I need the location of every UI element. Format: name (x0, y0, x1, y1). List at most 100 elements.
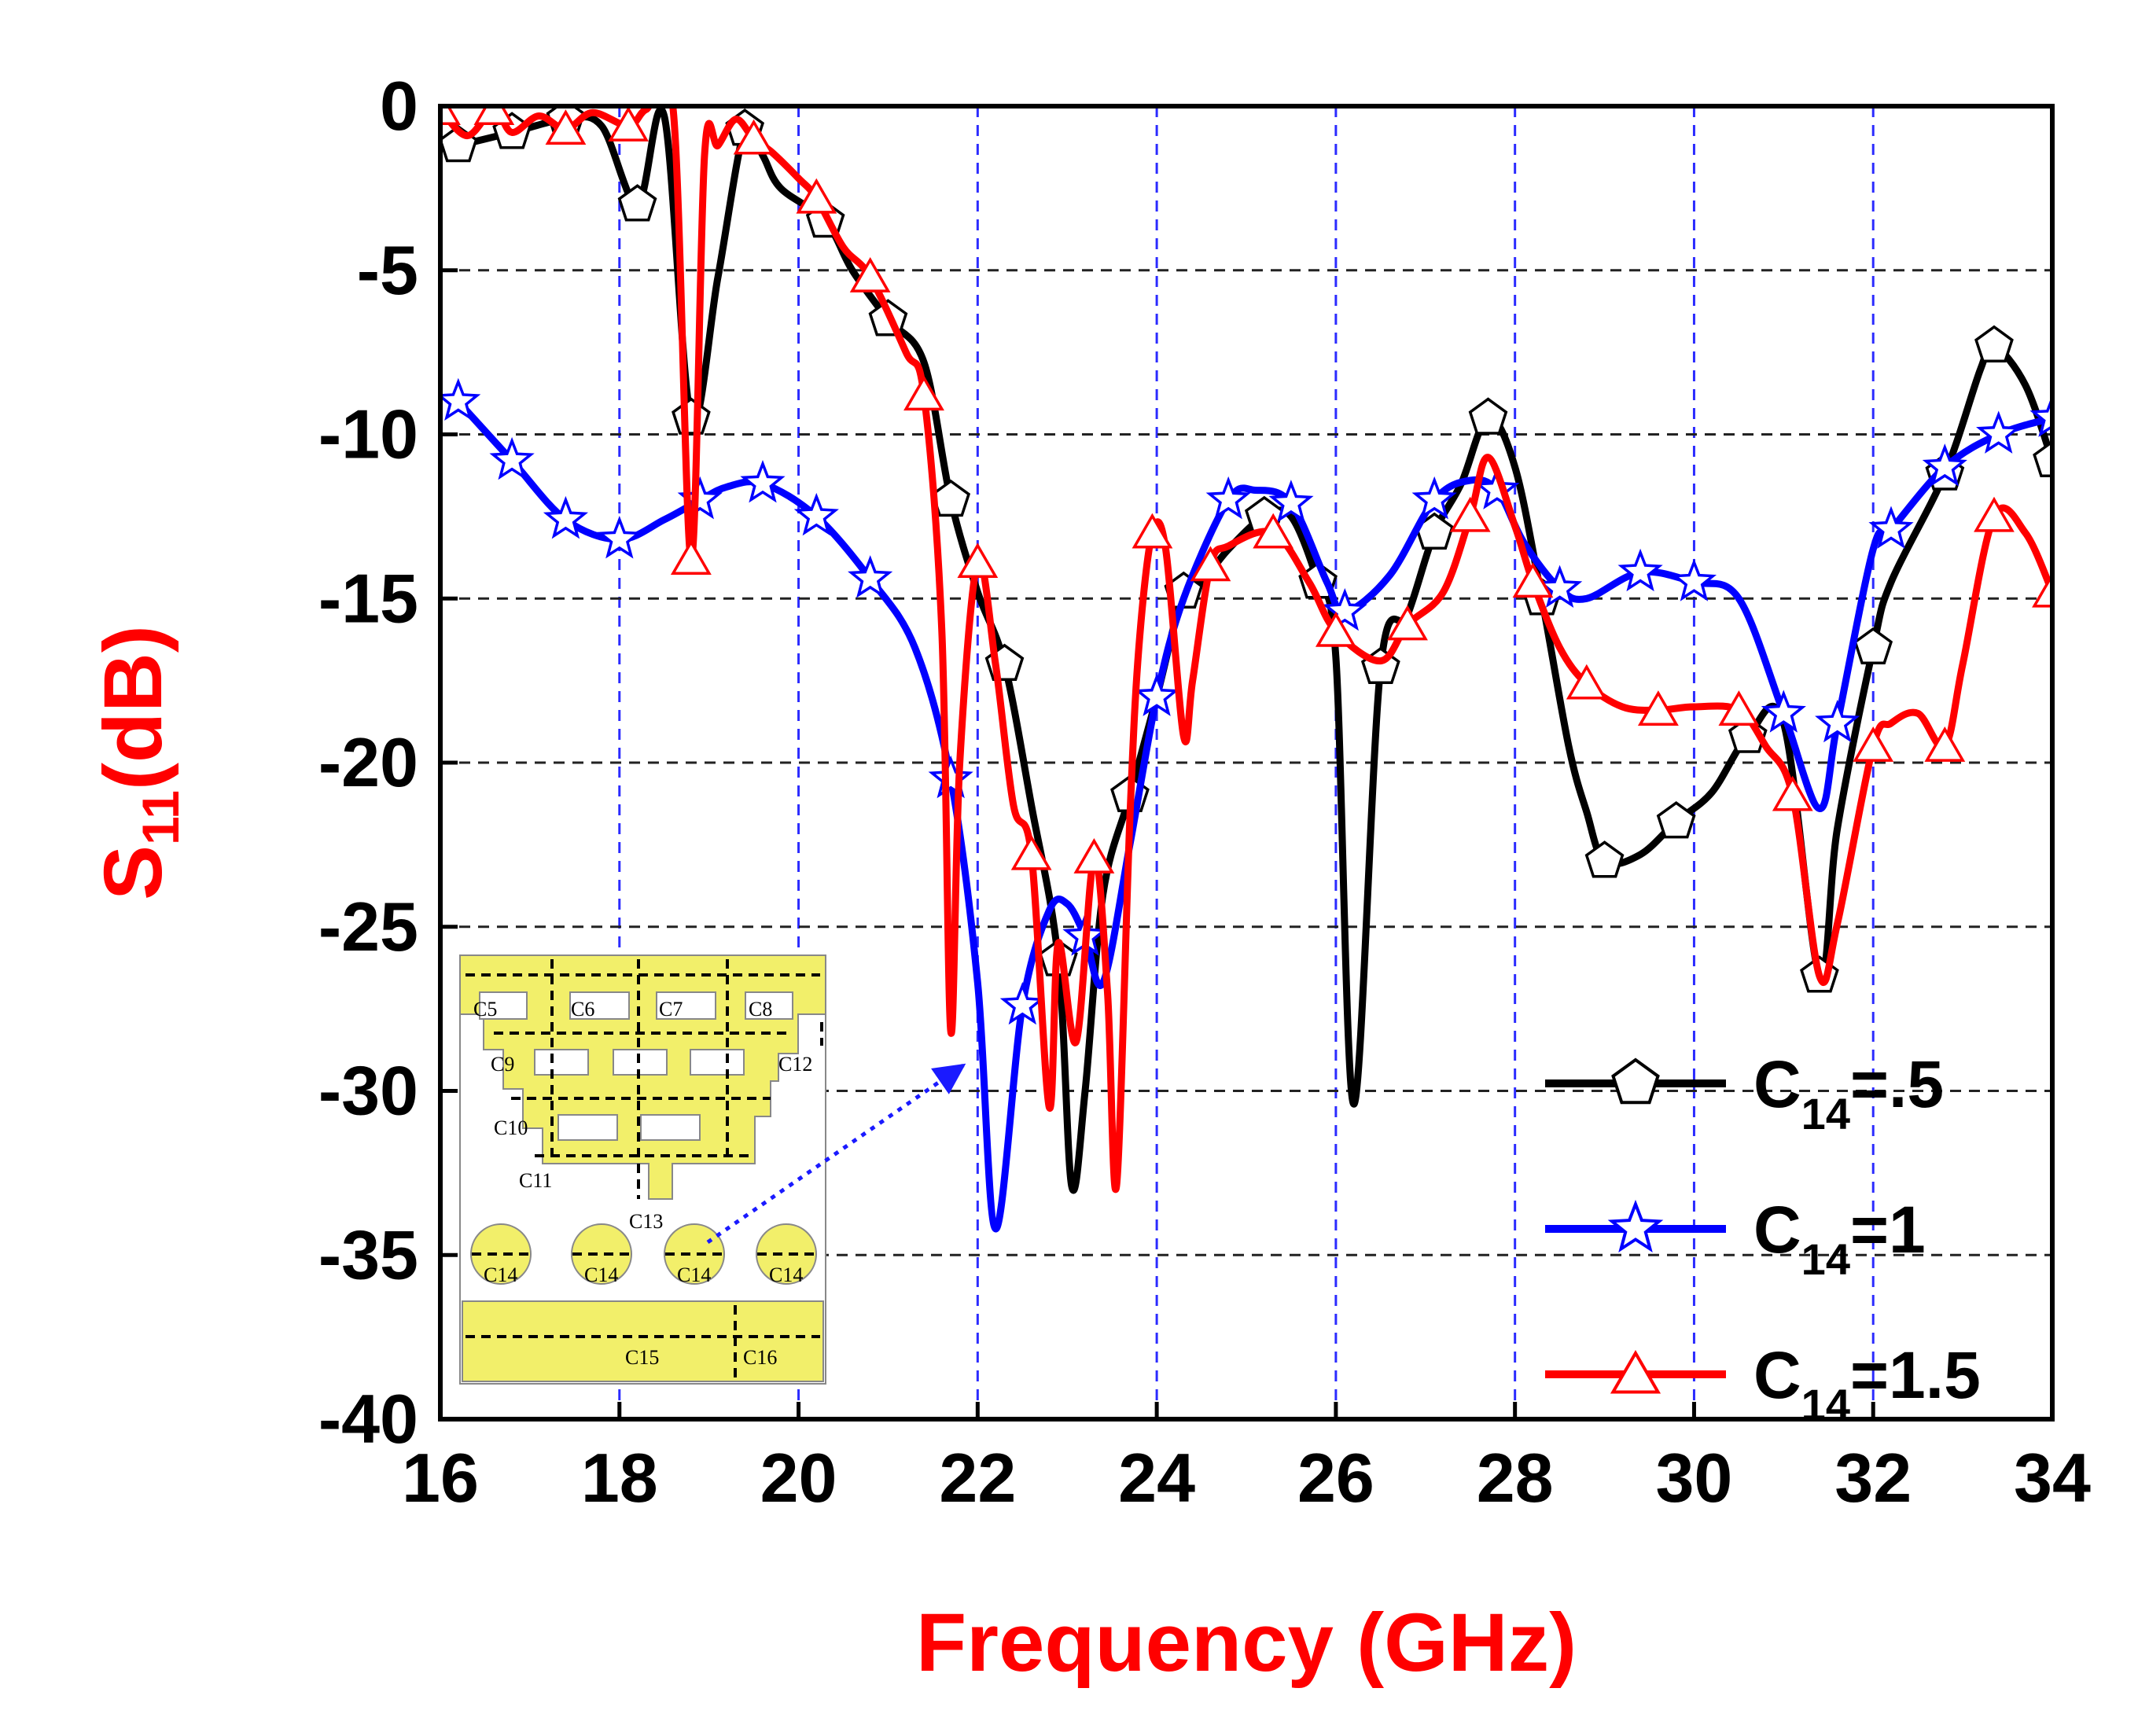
series-1-point-3 (597, 516, 642, 559)
inset-label-c11: C11 (519, 1169, 552, 1192)
y-tick-label-0: 0 (380, 67, 418, 145)
series-2-point-45 (1315, 611, 1356, 647)
series-0-point-4 (617, 184, 657, 222)
series-0-point-44 (1656, 801, 1696, 839)
parasitic-circle-4 (756, 1223, 817, 1285)
series-0-point-42 (1584, 840, 1625, 878)
y-tick-label-4: -20 (318, 723, 418, 801)
series-1-point-28 (1411, 476, 1457, 520)
y-tick-label-6: -30 (318, 1052, 418, 1130)
y-axis-title-suffix: (dB) (87, 625, 179, 790)
slot-c5 (479, 991, 528, 1020)
series-1-point-22 (1205, 476, 1251, 520)
series-1-point-1 (489, 436, 535, 480)
slot-c6 (569, 991, 630, 1020)
inset-label-c6: C6 (571, 998, 594, 1021)
x-axis-title: Frequency (GHz) (916, 1597, 1577, 1689)
legend: C14=.5 C14=1 C14=1.5 (1545, 1047, 1981, 1429)
series-1-point-43 (1976, 410, 2022, 454)
series-2-point-66 (1924, 726, 1966, 762)
series-0-point-54 (1974, 325, 2014, 362)
slot-c8 (745, 991, 793, 1020)
x-tick-label-7: 30 (1655, 1439, 1732, 1517)
series-2-point-7 (608, 106, 649, 142)
x-tick-label-1: 18 (581, 1439, 658, 1517)
series-1-point-11 (928, 755, 973, 799)
series-1-point-26 (1322, 587, 1367, 631)
inset-label-c13: C13 (629, 1210, 663, 1233)
series-2-point-41 (1190, 546, 1231, 582)
series-2-point-56 (1637, 690, 1679, 726)
parasitic-circle-2 (571, 1223, 632, 1285)
series-2-point-32 (1073, 838, 1115, 874)
series-1-point-30 (1474, 466, 1520, 509)
inset-label-c5: C5 (473, 998, 497, 1021)
series-2-point-37 (1132, 513, 1173, 549)
x-tick-label-0: 16 (402, 1439, 479, 1517)
slot-row2-c (690, 1049, 745, 1076)
antenna-inset: C5 C6 C7 C8 C9 C12 C10 C11 C13 C14 C14 C… (459, 954, 966, 1385)
x-tick-label-5: 26 (1297, 1439, 1374, 1517)
series-2-point-14 (733, 119, 775, 155)
inset-label-c7: C7 (659, 998, 683, 1021)
x-tick-label-6: 28 (1477, 1439, 1554, 1517)
series-1-point-37 (1761, 690, 1806, 733)
x-tick-label-4: 24 (1118, 1439, 1195, 1517)
slot-row3-b (640, 1114, 701, 1141)
ground-plane (462, 1300, 824, 1382)
y-tick-label-7: -35 (318, 1216, 418, 1293)
series-1-point-24 (1268, 480, 1314, 523)
legend-label-1: C14=1 (1753, 1193, 1926, 1284)
series-1-point-20 (1134, 673, 1179, 716)
series-2-point-49 (1449, 496, 1491, 532)
series-2-point-25 (957, 542, 999, 579)
x-tick-label-2: 20 (760, 1439, 837, 1517)
legend-marker-2 (1610, 1350, 1661, 1394)
series-1-point-14 (999, 981, 1045, 1025)
slot-c7 (656, 991, 716, 1020)
inset-label-c12: C12 (778, 1053, 812, 1076)
series-2-point-58 (1718, 690, 1760, 726)
y-axis-title: S11(dB) (87, 625, 190, 900)
dimension-lines (466, 959, 823, 1377)
y-tick-label-1: -5 (357, 231, 418, 309)
legend-marker-1 (1607, 1199, 1664, 1253)
series-1-point-8 (793, 492, 839, 536)
series-1-point-35 (1671, 558, 1717, 601)
series-line-2 (440, 106, 2052, 1193)
data-series (440, 106, 2052, 1233)
inset-label-c14-3: C14 (677, 1263, 711, 1286)
series-2-point-17 (796, 178, 837, 214)
series-2-point-5 (545, 109, 587, 145)
inset-label-c10: C10 (494, 1116, 528, 1139)
y-tick-label-3: -15 (318, 559, 418, 637)
series-1-point-32 (1536, 565, 1583, 609)
series-1-point-2 (543, 495, 589, 539)
axis-ticks: 16 18 20 22 24 26 28 30 32 34 0 -5 -10 -15 -20 -25 -30 -3… (318, 67, 2091, 1517)
series-1-point-39 (1815, 699, 1860, 743)
series-1-point-7 (740, 459, 786, 503)
inset-label-c14-1: C14 (484, 1263, 517, 1286)
series-2-point-70 (2032, 572, 2052, 608)
legend-label-2: C14=1.5 (1753, 1338, 1981, 1429)
x-tick-label-8: 32 (1834, 1439, 1912, 1517)
x-tick-label-9: 34 (2014, 1439, 2091, 1517)
inset-label-c15: C15 (625, 1346, 659, 1369)
y-tick-label-5: -25 (318, 888, 418, 965)
y-tick-label-8: -40 (318, 1380, 418, 1458)
series-2-point-47 (1387, 605, 1428, 641)
series-0-point-37 (1468, 397, 1508, 435)
series-2-point-21 (903, 375, 944, 411)
series-2-point-63 (1853, 726, 1894, 762)
y-tick-label-2: -10 (318, 395, 418, 473)
series-1-point-44 (2029, 394, 2052, 437)
series-0-point-50 (1853, 627, 1893, 665)
inset-label-c8: C8 (749, 998, 772, 1021)
series-1-point-42 (1922, 443, 1967, 487)
x-tick-label-3: 22 (939, 1439, 1016, 1517)
series-0-point-56 (2033, 440, 2052, 478)
inset-label-c14-2: C14 (584, 1263, 618, 1286)
series-2-point-54 (1566, 664, 1607, 700)
inset-pointer-arrow (706, 1063, 966, 1245)
